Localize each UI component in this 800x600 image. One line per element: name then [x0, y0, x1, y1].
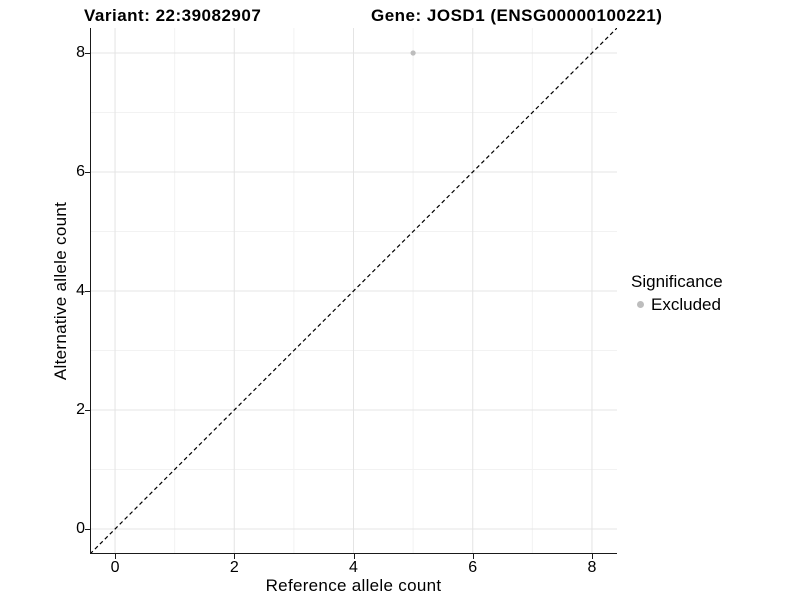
- x-tick-mark: [234, 554, 236, 559]
- data-point-excluded: [410, 50, 416, 56]
- plot-panel: [90, 28, 617, 554]
- x-tick-label: 8: [587, 559, 597, 576]
- x-tick-label: 2: [229, 559, 239, 576]
- x-tick-mark: [353, 554, 355, 559]
- x-tick-mark: [472, 554, 474, 559]
- y-tick-label: 2: [76, 401, 85, 418]
- x-tick-mark: [115, 554, 117, 559]
- plot-title-gene: Gene: JOSD1 (ENSG00000100221): [371, 6, 663, 25]
- y-tick-mark: [85, 52, 90, 54]
- y-tick-label: 0: [76, 520, 85, 537]
- legend: Significance Excluded: [631, 272, 723, 314]
- legend-item-label: Excluded: [651, 295, 721, 314]
- legend-title: Significance: [631, 272, 723, 291]
- x-tick-mark: [591, 554, 593, 559]
- y-tick-label: 4: [76, 282, 85, 299]
- x-tick-label: 0: [110, 559, 120, 576]
- y-tick-mark: [85, 291, 90, 292]
- identity-dashed-line: [90, 28, 617, 554]
- x-axis-title: Reference allele count: [265, 576, 442, 595]
- x-tick-label: 4: [349, 559, 358, 576]
- y-tick-mark: [85, 410, 90, 411]
- legend-item-excluded: Excluded: [631, 295, 723, 314]
- y-tick-mark: [85, 529, 90, 530]
- y-tick-mark: [85, 171, 90, 173]
- plot-title-variant: Variant: 22:39082907: [84, 6, 262, 25]
- x-tick-label: 6: [468, 559, 478, 576]
- y-axis-title: Alternative allele count: [51, 201, 70, 381]
- excluded-point-icon: [637, 301, 644, 308]
- y-tick-label: 6: [76, 162, 85, 180]
- y-tick-label: 8: [76, 43, 85, 61]
